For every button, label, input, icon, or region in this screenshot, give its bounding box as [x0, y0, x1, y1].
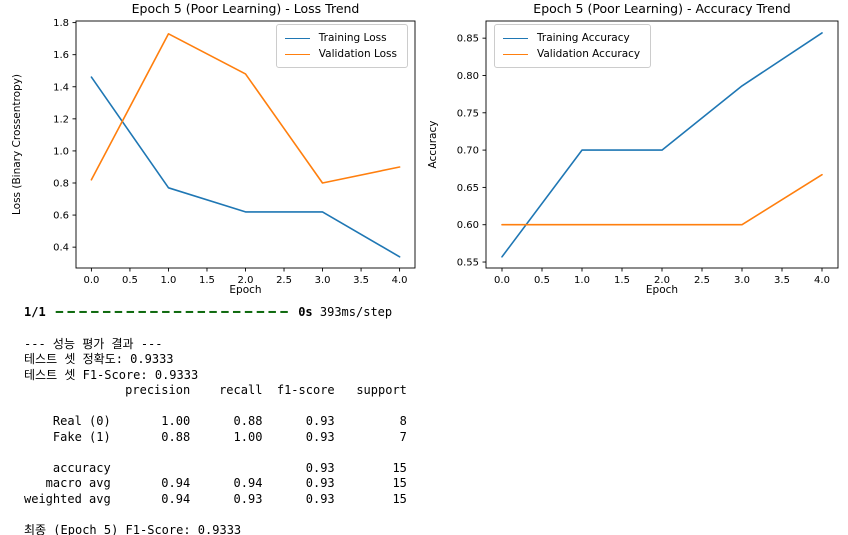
loss-chart-canvas: 0.0 0.5 1.0 1.5 2.0 2.5 3.0 3.5 4.0 0.4 0.6 0.8 1.0 1… — [11, 1, 416, 296]
legend-line-icon — [284, 53, 310, 55]
x-tick-label: 0.5 — [534, 275, 550, 286]
y-tick-label: 0.60 — [457, 220, 479, 231]
y-tick-label: 1.8 — [53, 18, 69, 29]
y-tick-label: 0.80 — [457, 71, 479, 82]
x-tick-label: 3.5 — [353, 275, 369, 286]
legend: Training Accuracy Validation Accuracy — [494, 24, 652, 68]
y-tick-label: 0.55 — [457, 258, 479, 269]
legend-line-icon — [503, 37, 528, 39]
x-axis-label: Epoch — [646, 284, 678, 296]
x-tick-label: 2.0 — [654, 275, 670, 286]
y-tick-label: 0.75 — [457, 108, 479, 119]
y-axis-label: Loss (Binary Crossentropy) — [11, 74, 23, 215]
x-tick-label: 0.0 — [494, 275, 510, 286]
x-tick-label: 4.0 — [814, 275, 830, 286]
chart-title: Epoch 5 (Poor Learning) - Loss Trend — [132, 1, 360, 16]
progress-count: 1/1 — [24, 305, 46, 319]
x-tick-label: 3.0 — [315, 275, 331, 286]
y-tick-label: 0.6 — [53, 211, 69, 222]
y-tick-label: 0.8 — [53, 178, 69, 189]
x-tick-label: 0.0 — [83, 275, 99, 286]
x-tick-label: 2.5 — [694, 275, 710, 286]
y-axis-label: Accuracy — [427, 121, 439, 169]
legend-label: Training Accuracy — [537, 31, 630, 44]
legend-label: Training Loss — [318, 31, 387, 44]
legend-label: Validation Loss — [318, 47, 397, 60]
x-tick-label: 4.0 — [392, 275, 408, 286]
accuracy-chart-canvas: 0.0 0.5 1.0 1.5 2.0 2.5 3.0 3.5 4.0 0.55 0.60 0.65 0… — [427, 1, 839, 296]
legend: Training Loss Validation Loss — [275, 24, 408, 68]
series-training-loss — [90, 76, 401, 258]
x-tick-label: 1.5 — [614, 275, 630, 286]
x-tick-label: 2.0 — [238, 275, 254, 286]
y-tick-label: 0.65 — [457, 183, 479, 194]
chart-title: Epoch 5 (Poor Learning) - Accuracy Trend — [533, 1, 790, 16]
figure-row: 0.0 0.5 1.0 1.5 2.0 2.5 3.0 3.5 4.0 0.4 0.6 0.8 1.0 1… — [0, 0, 848, 300]
y-tick-label: 0.70 — [457, 146, 479, 157]
evaluation-report: --- 성능 평가 결과 --- 테스트 셋 정확도: 0.9333 테스트 셋… — [24, 336, 407, 535]
legend-item: Training Loss — [284, 30, 397, 46]
x-tick-label: 3.0 — [734, 275, 750, 286]
x-axis-label: Epoch — [229, 284, 261, 296]
legend-item: Validation Loss — [284, 46, 397, 62]
x-tick-label: 3.5 — [774, 275, 790, 286]
x-tick-label: 1.0 — [161, 275, 177, 286]
progress-line: 1/1 ━━━━━━━━━━━━━━━━━━━━ 0s 393ms/step — [24, 305, 848, 321]
progress-duration: 0s — [298, 305, 313, 319]
x-tick-label: 1.0 — [574, 275, 590, 286]
accuracy-chart: 0.0 0.5 1.0 1.5 2.0 2.5 3.0 3.5 4.0 0.55 0.60 0.65 0… — [424, 0, 848, 300]
y-tick-label: 1.6 — [53, 50, 69, 61]
legend-label: Validation Accuracy — [537, 47, 641, 60]
y-tick-label: 1.2 — [53, 114, 69, 125]
y-tick-label: 1.4 — [53, 82, 69, 93]
x-tick-label: 1.5 — [199, 275, 215, 286]
progress-step-time: 393ms/step — [319, 305, 393, 319]
y-tick-label: 0.4 — [53, 243, 69, 254]
legend-line-icon — [284, 37, 310, 39]
y-tick-label: 0.85 — [457, 34, 479, 45]
console-output: 1/1 ━━━━━━━━━━━━━━━━━━━━ 0s 393ms/step ---… — [24, 305, 848, 535]
series-training-accuracy — [501, 32, 823, 258]
series-validation-accuracy — [501, 173, 823, 226]
progress-bar: ━━━━━━━━━━━━━━━━━━━━ — [55, 305, 293, 319]
x-tick-label: 0.5 — [122, 275, 138, 286]
series-validation-loss — [90, 32, 401, 184]
x-tick-label: 2.5 — [276, 275, 292, 286]
loss-chart: 0.0 0.5 1.0 1.5 2.0 2.5 3.0 3.5 4.0 0.4 0.6 0.8 1.0 1… — [0, 0, 424, 300]
legend-line-icon — [503, 53, 528, 55]
y-tick-label: 1.0 — [53, 146, 69, 157]
legend-item: Training Accuracy — [503, 30, 640, 46]
legend-item: Validation Accuracy — [503, 46, 640, 62]
